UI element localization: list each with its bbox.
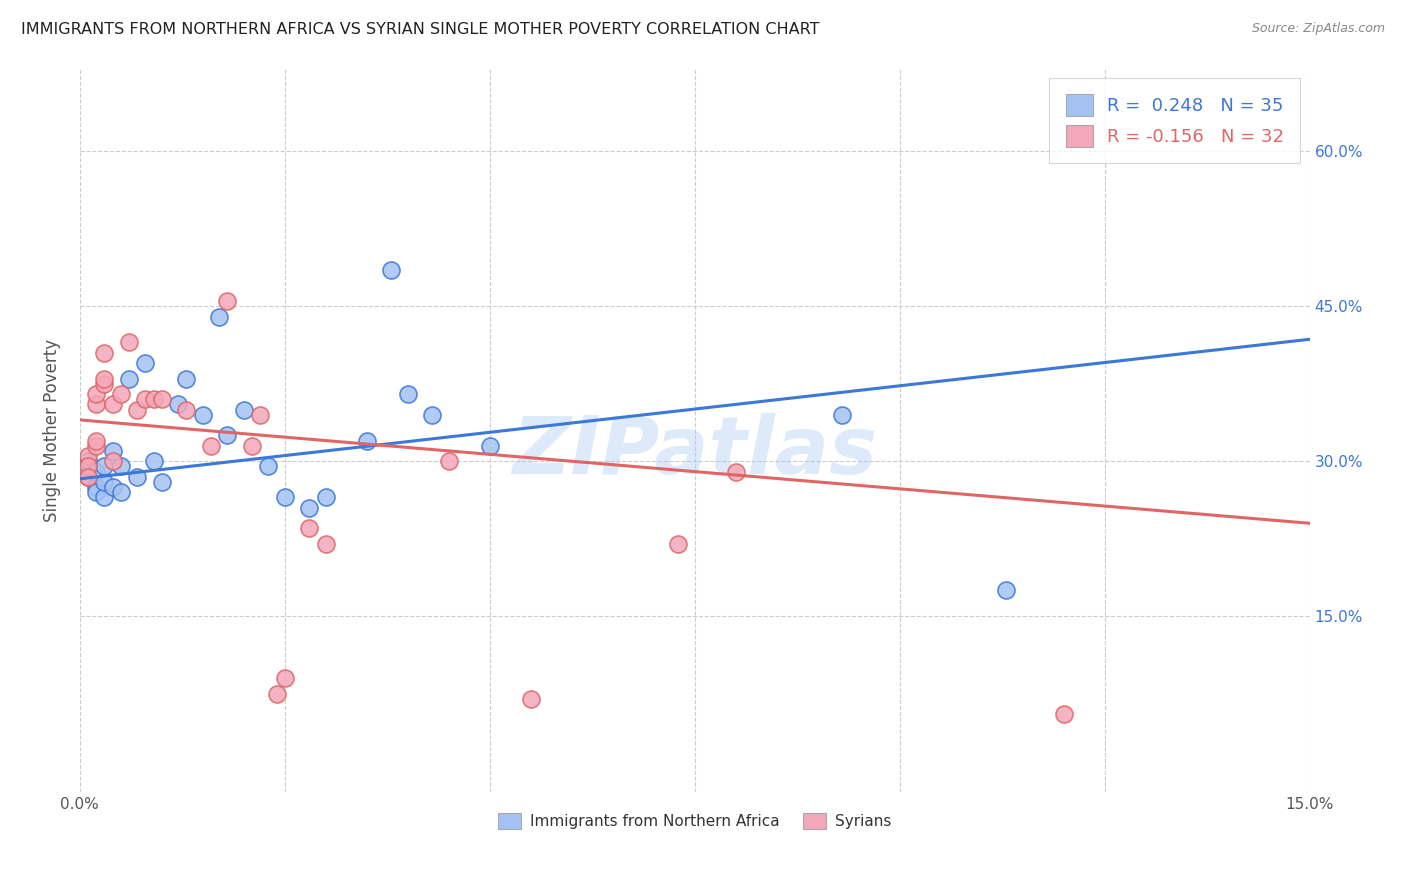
Point [110, 485, 132, 500]
Point [1052, 707, 1074, 722]
Point [101, 444, 124, 458]
Point [93, 371, 115, 385]
Point [208, 310, 231, 324]
Legend: Immigrants from Northern Africa, Syrians: Immigrants from Northern Africa, Syrians [492, 806, 897, 835]
Point [478, 439, 501, 453]
Point [101, 480, 124, 494]
Point [77, 469, 100, 483]
Point [118, 335, 141, 350]
Point [437, 454, 460, 468]
Point [240, 439, 263, 453]
Point [110, 459, 132, 474]
Point [84, 439, 107, 453]
Point [666, 537, 689, 551]
Point [110, 387, 132, 401]
Point [77, 459, 100, 474]
Point [232, 402, 254, 417]
Point [127, 402, 149, 417]
Text: IMMIGRANTS FROM NORTHERN AFRICA VS SYRIAN SINGLE MOTHER POVERTY CORRELATION CHAR: IMMIGRANTS FROM NORTHERN AFRICA VS SYRIA… [21, 22, 820, 37]
Point [93, 475, 115, 489]
Point [93, 491, 115, 505]
Point [217, 294, 239, 309]
Point [831, 408, 853, 422]
Point [274, 491, 297, 505]
Point [84, 387, 107, 401]
Point [995, 583, 1018, 598]
Point [77, 459, 100, 474]
Point [724, 465, 747, 479]
Point [200, 439, 222, 453]
Point [101, 397, 124, 411]
Point [134, 392, 156, 407]
Point [101, 454, 124, 468]
Point [217, 428, 239, 442]
Point [396, 387, 419, 401]
Text: ZIPatlas: ZIPatlas [512, 413, 877, 491]
Point [176, 371, 198, 385]
Point [118, 371, 141, 385]
Point [315, 491, 337, 505]
Point [127, 469, 149, 483]
Point [84, 480, 107, 494]
Y-axis label: Single Mother Poverty: Single Mother Poverty [44, 339, 60, 522]
Point [298, 521, 321, 535]
Point [84, 434, 107, 448]
Point [298, 500, 321, 515]
Point [93, 345, 115, 359]
Point [249, 408, 271, 422]
Point [150, 392, 173, 407]
Point [519, 692, 541, 706]
Point [257, 459, 280, 474]
Point [380, 263, 402, 277]
Point [167, 397, 190, 411]
Point [176, 402, 198, 417]
Point [84, 397, 107, 411]
Point [142, 454, 165, 468]
Point [77, 449, 100, 463]
Point [191, 408, 214, 422]
Point [84, 485, 107, 500]
Point [77, 469, 100, 483]
Point [93, 376, 115, 391]
Point [93, 459, 115, 474]
Point [134, 356, 156, 370]
Point [84, 465, 107, 479]
Point [274, 671, 297, 685]
Point [356, 434, 378, 448]
Text: Source: ZipAtlas.com: Source: ZipAtlas.com [1251, 22, 1385, 36]
Point [315, 537, 337, 551]
Point [266, 687, 288, 701]
Point [142, 392, 165, 407]
Point [422, 408, 444, 422]
Point [77, 454, 100, 468]
Point [150, 475, 173, 489]
